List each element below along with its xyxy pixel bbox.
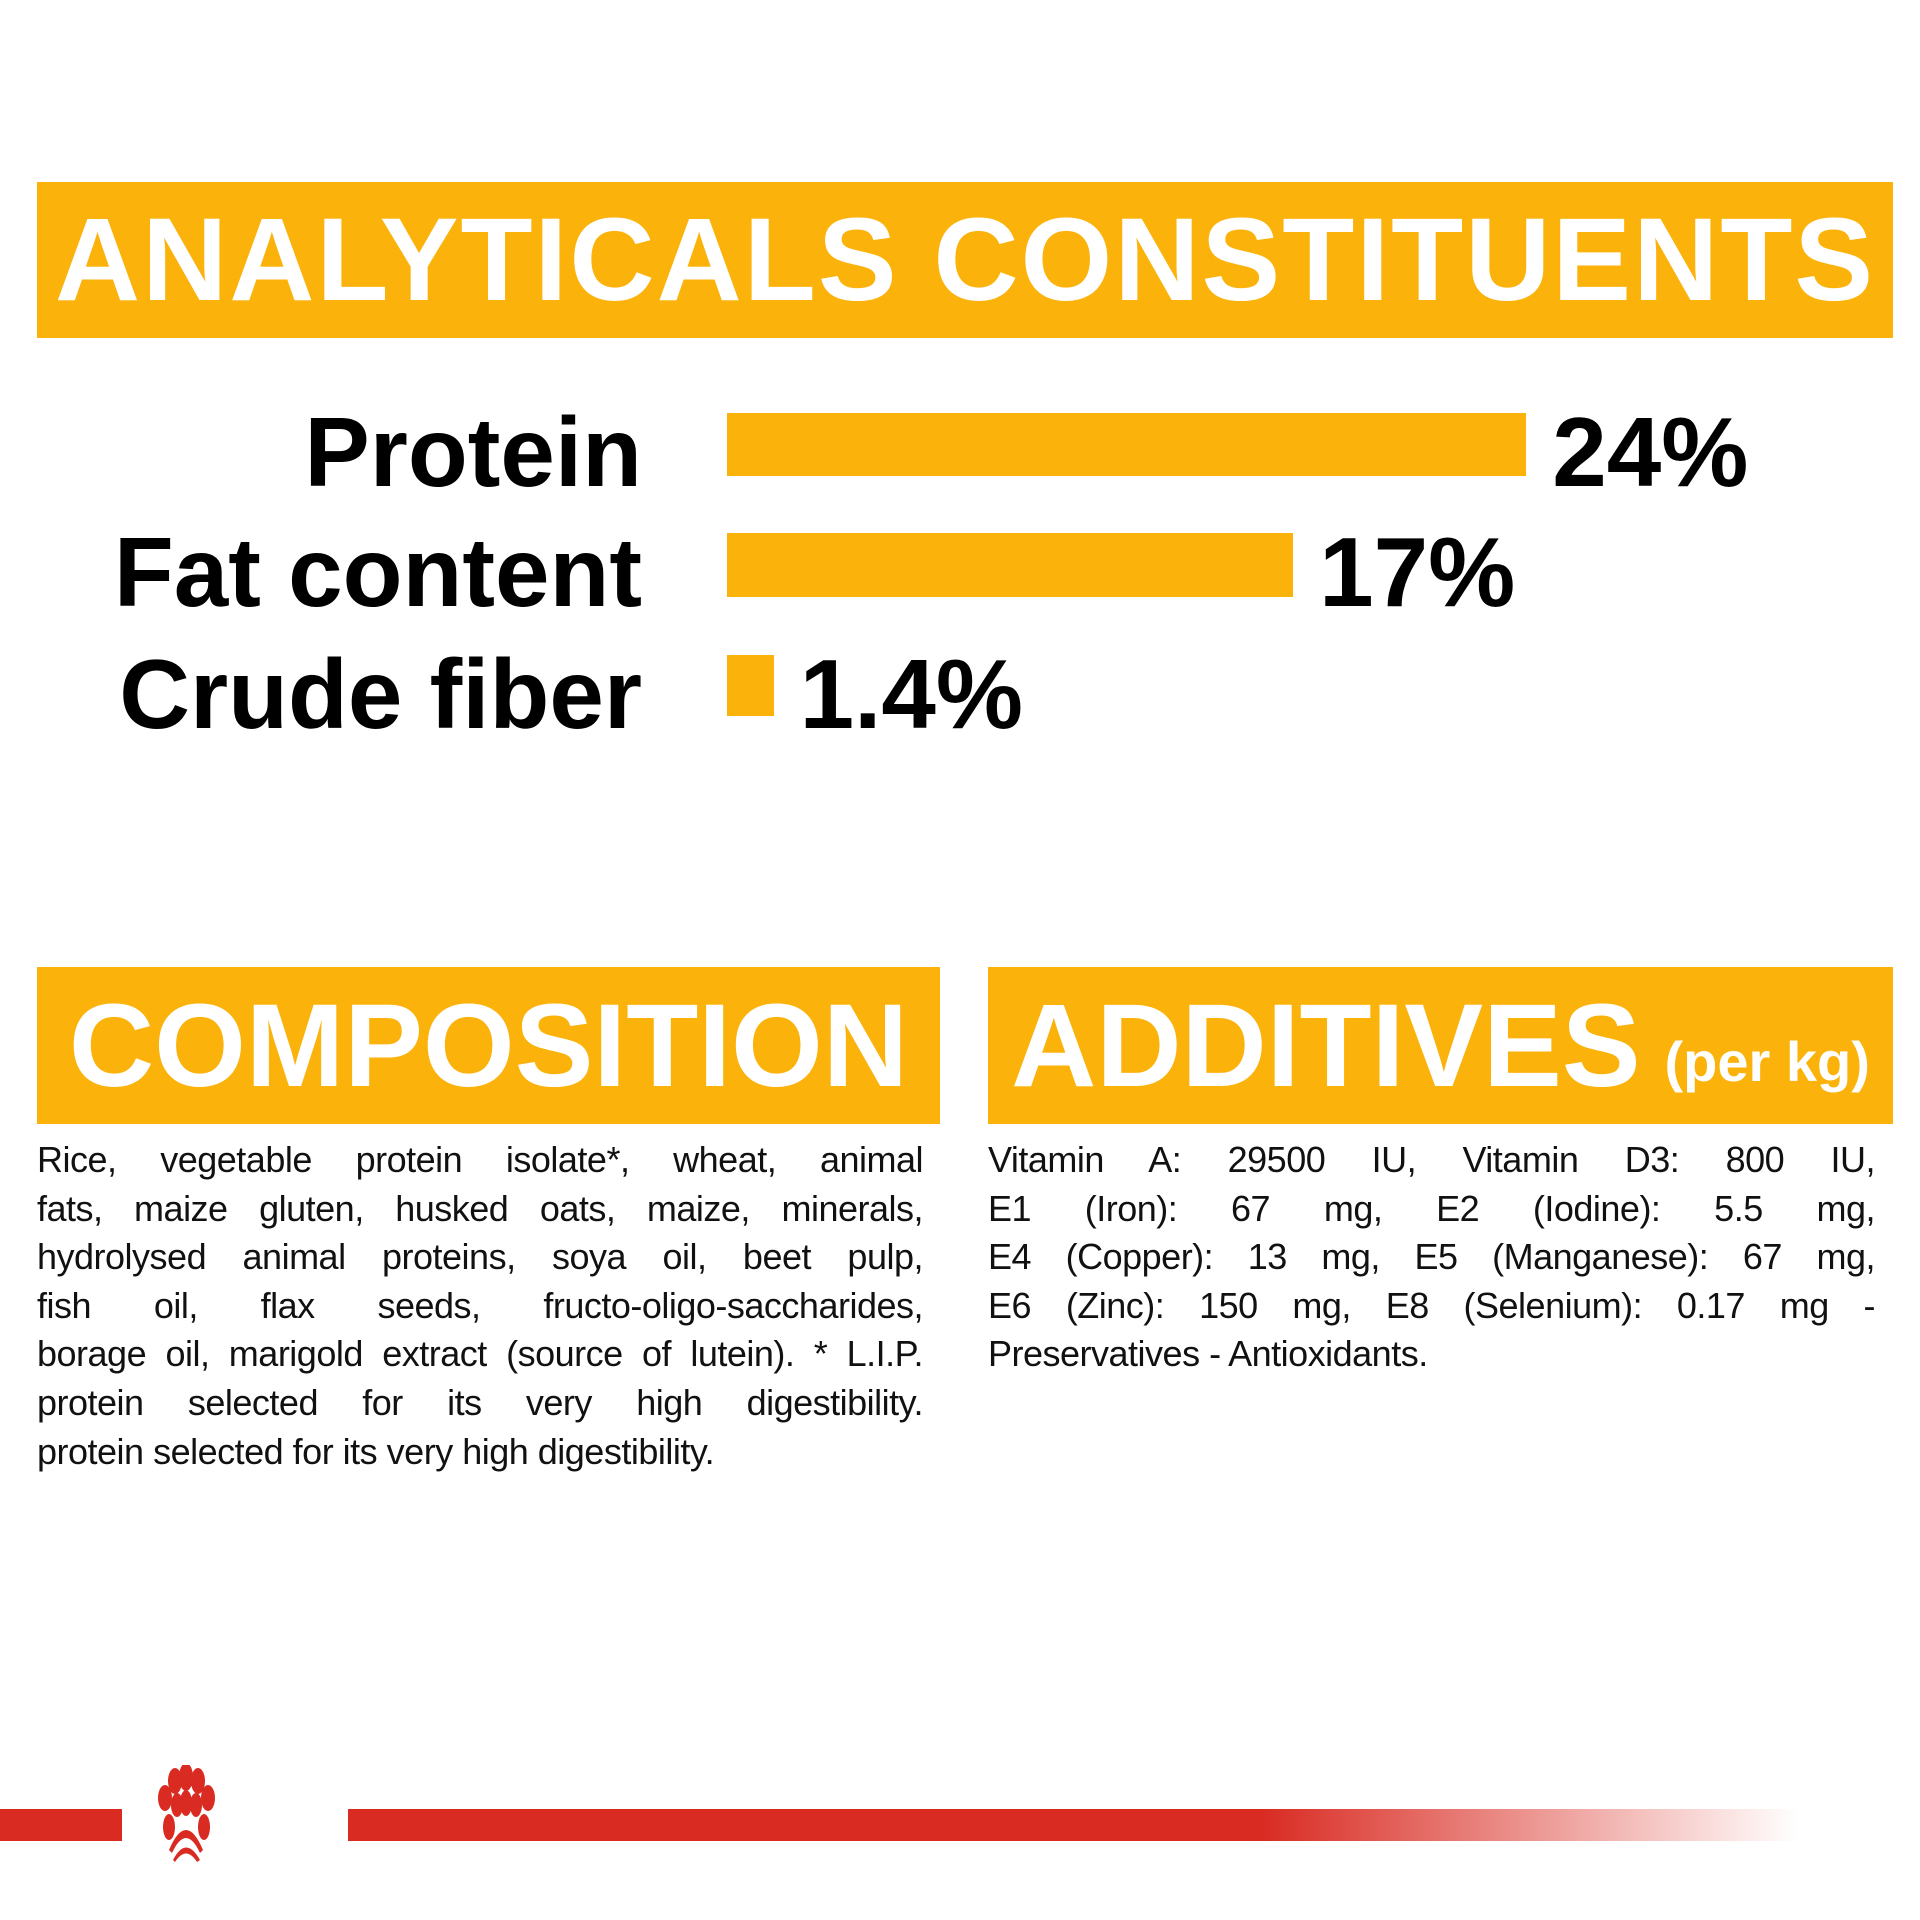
analytical-constituents-header: ANALYTICALS CONSTITUENTS	[37, 182, 1893, 338]
composition-header: COMPOSITION	[37, 967, 940, 1124]
royal-canin-crown-icon	[123, 1765, 347, 1875]
brand-stripe-left	[0, 1809, 122, 1841]
additives-line: Vitamin A: 29500 IU, Vitamin D3: 800 IU,	[988, 1139, 1876, 1180]
brand-stripe-right	[348, 1809, 1798, 1841]
composition-line: protein selected for its very high diges…	[37, 1430, 715, 1472]
additives-line: E1 (Iron): 67 mg, E2 (Iodine): 5.5 mg,	[988, 1187, 1876, 1229]
additives-line: E4 (Copper): 13 mg, E5 (Manganese): 67 m…	[988, 1236, 1876, 1278]
analytical-title: ANALYTICALS CONSTITUENTS	[54, 194, 1876, 326]
additives-line: E6 (Zinc): 150 mg, E8 (Selenium): 0.17 m…	[988, 1284, 1876, 1326]
composition-line: Rice, vegetable protein isolate*, wheat,…	[37, 1139, 924, 1180]
composition-line: hydrolysed animal proteins, soya oil, be…	[37, 1236, 924, 1278]
bar-label: Crude fiber	[119, 639, 642, 749]
bar-value-label: 1.4%	[799, 639, 1023, 749]
bar-label: Fat content	[113, 517, 642, 627]
additives-header: ADDITIVES (per kg)	[988, 967, 1893, 1124]
bar	[727, 413, 1527, 476]
composition-line: fats, maize gluten, husked oats, maize, …	[37, 1187, 924, 1229]
composition-title: COMPOSITION	[68, 979, 909, 1112]
bar-value-label: 24%	[1552, 397, 1749, 507]
bar	[727, 655, 774, 716]
bar	[727, 533, 1294, 597]
composition-line: protein selected for its very high diges…	[37, 1381, 924, 1423]
bar-label: Protein	[304, 397, 642, 507]
bar-value-label: 17%	[1319, 517, 1516, 627]
additives-line: Preservatives - Antioxidants.	[988, 1333, 1428, 1375]
additives-subtitle: (per kg)	[1664, 1030, 1870, 1093]
composition-line: borage oil, marigold extract (source of …	[37, 1333, 924, 1375]
composition-text: Rice, vegetable protein isolate*, wheat,…	[37, 1136, 924, 1476]
composition-line: fish oil, flax seeds, fructo-oligo-sacch…	[37, 1284, 924, 1326]
additives-title: ADDITIVES	[1011, 979, 1641, 1112]
additives-text: Vitamin A: 29500 IU, Vitamin D3: 800 IU,…	[988, 1136, 1876, 1379]
